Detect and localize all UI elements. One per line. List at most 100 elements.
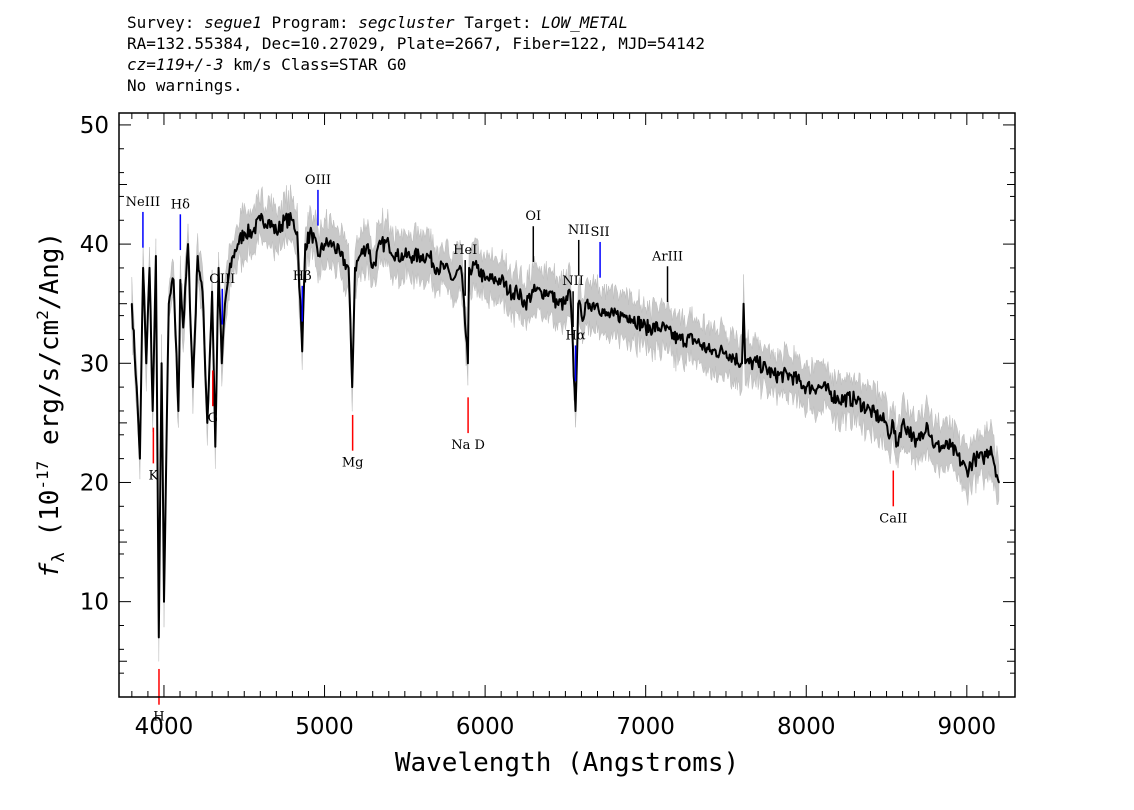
data-point [412,255,414,257]
line-label-14: G [208,411,218,426]
data-point [556,302,559,305]
data-point [548,290,551,293]
line-label-7: NII [562,274,584,289]
data-point [436,267,438,269]
line-label-15: Mg [342,456,364,471]
data-point [158,636,160,639]
data-point [628,314,631,317]
data-point [933,445,936,448]
target-value: LOW_METAL [541,13,628,32]
line-label-13: H [153,710,164,725]
data-point [220,362,223,365]
data-point [484,279,486,281]
header-line-redshift: cz=119+/-3 km/s Class=STAR G0 [127,54,705,75]
redshift-value: cz=119+/-3 [127,55,224,74]
data-point [744,362,747,365]
data-point [476,267,478,269]
data-point [869,410,872,412]
data-point [367,243,369,245]
data-point [310,231,313,233]
data-point [885,422,888,424]
data-point [577,302,580,305]
line-label-4: OIII [305,173,331,188]
data-point [317,255,319,257]
data-point [187,243,189,245]
x-axis-label: Wavelength (Angstroms) [395,748,739,778]
data-point [620,314,623,317]
data-point [339,255,342,257]
survey-value: segue1 [204,13,262,32]
data-point [167,302,170,305]
data-point [452,279,454,281]
data-point [467,362,469,365]
x-axis: 4000 5000 6000 7000 8000 9000 [131,113,1016,740]
data-point [757,362,759,365]
line-label-12: K [149,468,159,483]
spectrum-line [130,212,1000,639]
data-point [468,267,470,269]
data-point [925,422,928,424]
data-point [574,410,577,412]
data-point [540,290,543,293]
data-point [182,326,185,329]
error-band [131,184,1000,662]
data-point [444,267,446,269]
x-tick-label: 7000 [616,714,675,740]
data-point [404,255,406,257]
header-line-warnings: No warnings. [127,76,243,95]
data-point [853,398,856,400]
data-point [644,326,647,329]
data-point [301,350,304,353]
data-point [693,338,695,341]
x-tick-label: 5000 [295,714,354,740]
line-label-11: ArIII [651,249,683,264]
data-point [211,290,213,293]
data-point [895,445,897,448]
data-point [982,457,984,460]
data-point [201,290,204,293]
data-point [420,255,422,257]
data-point [214,445,217,448]
data-point [805,386,808,388]
data-point [773,374,775,377]
data-point [192,386,194,388]
data-point [604,314,607,317]
x-tick-label: 6000 [456,714,515,740]
data-point [351,386,353,388]
data-point [588,302,591,305]
header-line-survey: Survey: segue1 Program: segcluster Targe… [127,12,705,33]
line-label-10: SII [590,225,609,240]
data-point [500,279,502,281]
data-point [395,255,398,257]
data-point [676,338,679,341]
data-point [331,243,334,245]
data-point [974,457,976,460]
y-axis-label: fλ (10-17 erg/s/cm2/Ang) [33,232,69,578]
data-point [163,600,165,603]
data-point [259,219,262,222]
data-point [741,362,743,365]
data-point [323,243,326,245]
data-point [206,422,209,424]
data-point [596,302,599,305]
plot-frame [118,112,1016,698]
data-point [371,267,374,269]
data-point [224,302,226,305]
x-tick-label: 8000 [777,714,836,740]
data-point [160,362,163,365]
data-point [243,231,246,233]
data-point [901,422,904,424]
data-point [460,267,462,269]
data-point [998,481,1000,484]
line-label-2: OIII [209,272,235,287]
data-point [291,219,294,222]
data-point [151,410,154,412]
data-point [516,290,519,293]
data-point [379,243,382,245]
survey-label: Survey: [127,13,195,32]
data-point [492,279,494,281]
data-point [155,255,157,257]
data-point [142,267,144,269]
data-point [139,457,141,460]
data-point [892,422,895,424]
